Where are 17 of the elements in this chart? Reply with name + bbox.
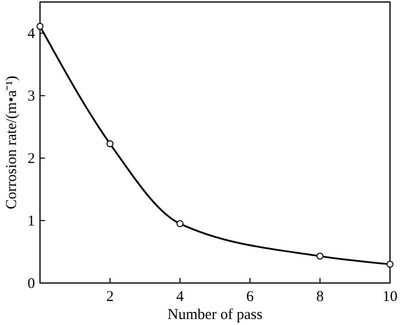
y-tick-label: 1 — [28, 214, 35, 230]
x-tick-label: 6 — [246, 289, 254, 305]
point — [316, 252, 324, 260]
y-axis-title: Corrosion rate/(m•a⁻¹) — [4, 76, 20, 210]
y-tick-label: 3 — [28, 88, 35, 105]
point — [176, 220, 184, 228]
point — [106, 140, 114, 148]
x-tick-label: 2 — [106, 289, 114, 305]
x-tick-label: 4 — [176, 289, 184, 305]
point — [386, 260, 394, 268]
y-tick-label: 2 — [28, 151, 35, 168]
x-axis-title: Number of pass — [168, 307, 263, 323]
x-tick-label: 8 — [316, 289, 324, 305]
y-tick-label: 0 — [28, 276, 35, 292]
y-tick-label: 4 — [28, 26, 36, 42]
x-tick-label: 10 — [382, 289, 398, 305]
point — [36, 22, 44, 30]
